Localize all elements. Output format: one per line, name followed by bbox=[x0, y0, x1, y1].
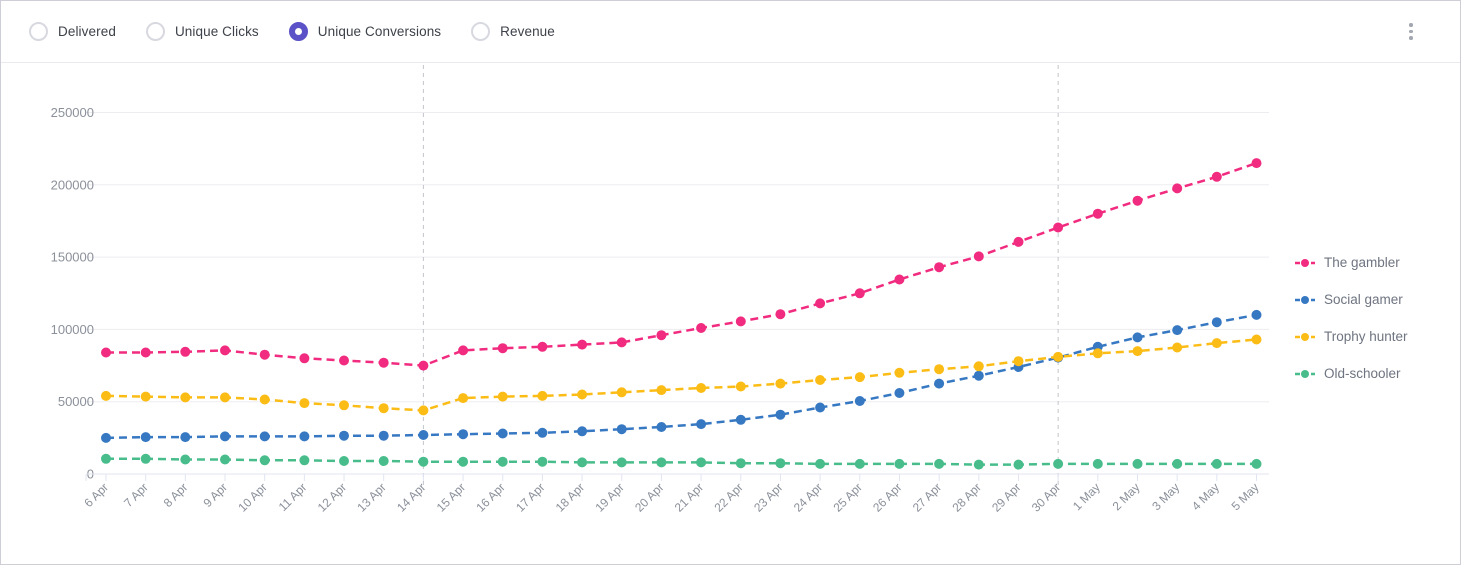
svg-text:2 May: 2 May bbox=[1110, 480, 1143, 513]
svg-text:15 Apr: 15 Apr bbox=[434, 480, 468, 514]
chart-legend: The gambler Social gamer Trophy hunter Old-… bbox=[1295, 251, 1408, 399]
svg-text:18 Apr: 18 Apr bbox=[553, 480, 587, 514]
svg-text:5 May: 5 May bbox=[1229, 480, 1262, 513]
legend-item[interactable]: Trophy hunter bbox=[1295, 325, 1408, 348]
svg-text:7 Apr: 7 Apr bbox=[121, 480, 151, 510]
radio-circle-icon bbox=[29, 22, 48, 41]
legend-label: Trophy hunter bbox=[1324, 329, 1408, 344]
svg-text:14 Apr: 14 Apr bbox=[394, 480, 428, 514]
svg-text:50000: 50000 bbox=[58, 394, 94, 409]
svg-text:27 Apr: 27 Apr bbox=[910, 480, 944, 514]
legend-item[interactable]: Old-schooler bbox=[1295, 362, 1408, 385]
svg-text:26 Apr: 26 Apr bbox=[870, 480, 904, 514]
svg-text:6 Apr: 6 Apr bbox=[81, 480, 111, 510]
radio-label: Unique Conversions bbox=[317, 24, 442, 39]
radio-label: Revenue bbox=[500, 24, 555, 39]
svg-text:11 Apr: 11 Apr bbox=[276, 480, 310, 514]
radio-label: Delivered bbox=[58, 24, 116, 39]
svg-text:12 Apr: 12 Apr bbox=[315, 480, 349, 514]
svg-text:3 May: 3 May bbox=[1149, 480, 1182, 513]
svg-text:17 Apr: 17 Apr bbox=[513, 480, 547, 514]
svg-text:8 Apr: 8 Apr bbox=[161, 480, 191, 510]
legend-item[interactable]: The gambler bbox=[1295, 251, 1408, 274]
radio-circle-icon bbox=[145, 22, 165, 41]
svg-text:30 Apr: 30 Apr bbox=[1029, 480, 1063, 514]
legend-marker-icon bbox=[1295, 332, 1315, 341]
svg-text:16 Apr: 16 Apr bbox=[473, 480, 507, 514]
conversions-line-chart[interactable]: 0 50000 100000 150000 200000 250000 6 Apr 7 Apr… bbox=[1, 63, 1461, 565]
svg-text:23 Apr: 23 Apr bbox=[751, 480, 785, 514]
legend-item[interactable]: Social gamer bbox=[1295, 288, 1408, 311]
svg-text:13 Apr: 13 Apr bbox=[354, 480, 388, 514]
svg-text:29 Apr: 29 Apr bbox=[989, 480, 1023, 514]
svg-text:100000: 100000 bbox=[51, 322, 94, 337]
svg-text:200000: 200000 bbox=[51, 177, 94, 192]
legend-label: The gambler bbox=[1324, 255, 1400, 270]
radio-unique-conversions[interactable]: Unique Conversions bbox=[288, 22, 442, 41]
svg-text:25 Apr: 25 Apr bbox=[830, 480, 864, 514]
svg-text:150000: 150000 bbox=[51, 250, 94, 265]
svg-text:10 Apr: 10 Apr bbox=[235, 480, 269, 514]
legend-label: Old-schooler bbox=[1324, 366, 1401, 381]
svg-text:22 Apr: 22 Apr bbox=[711, 480, 745, 514]
radio-circle-icon bbox=[288, 22, 308, 41]
svg-text:21 Apr: 21 Apr bbox=[672, 480, 706, 514]
metric-selector-toolbar: Delivered Unique Clicks Unique Conversio… bbox=[1, 1, 1460, 63]
radio-unique-clicks[interactable]: Unique Clicks bbox=[145, 22, 259, 41]
radio-circle-icon bbox=[471, 22, 491, 41]
svg-text:1 May: 1 May bbox=[1070, 480, 1103, 513]
svg-text:20 Apr: 20 Apr bbox=[632, 480, 666, 514]
legend-marker-icon bbox=[1295, 295, 1315, 304]
svg-text:9 Apr: 9 Apr bbox=[200, 480, 230, 510]
kebab-vertical-icon[interactable] bbox=[1402, 21, 1420, 43]
radio-label: Unique Clicks bbox=[174, 24, 259, 39]
legend-marker-icon bbox=[1295, 258, 1315, 267]
legend-marker-icon bbox=[1295, 369, 1315, 378]
radio-revenue[interactable]: Revenue bbox=[471, 22, 555, 41]
svg-text:250000: 250000 bbox=[51, 105, 94, 120]
svg-text:24 Apr: 24 Apr bbox=[791, 480, 825, 514]
radio-delivered[interactable]: Delivered bbox=[29, 22, 116, 41]
svg-text:19 Apr: 19 Apr bbox=[592, 480, 626, 514]
legend-label: Social gamer bbox=[1324, 292, 1403, 307]
svg-text:4 May: 4 May bbox=[1189, 480, 1222, 513]
svg-text:28 Apr: 28 Apr bbox=[949, 480, 983, 514]
